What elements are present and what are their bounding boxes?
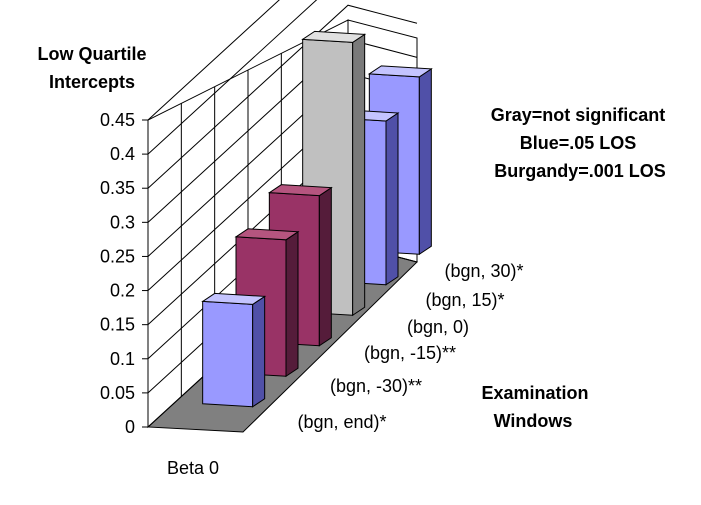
y-tick-label: 0 bbox=[125, 417, 135, 437]
bar-0 bbox=[201, 292, 267, 408]
y-tick-label: 0.25 bbox=[100, 246, 135, 266]
bar-side bbox=[385, 112, 399, 286]
y-tick-label: 0.4 bbox=[110, 144, 135, 164]
category-label: (bgn, 30)* bbox=[444, 261, 523, 281]
significance-note-gray: Gray=not significant bbox=[491, 105, 666, 125]
y-tick-label: 0.15 bbox=[100, 315, 135, 335]
y-tick-label: 0.35 bbox=[100, 178, 135, 198]
category-labels: (bgn, end)* (bgn, -30)** (bgn, -15)** (bgn,… bbox=[297, 261, 523, 432]
y-axis-title-line2: Intercepts bbox=[49, 72, 135, 92]
y-tick-label: 0.05 bbox=[100, 383, 135, 403]
significance-note-burgundy: Burgandy=.001 LOS bbox=[494, 161, 666, 181]
y-tick-label: 0.3 bbox=[110, 212, 135, 232]
bar-front bbox=[202, 300, 254, 408]
significance-note-blue: Blue=.05 LOS bbox=[520, 133, 637, 153]
category-label: (bgn, 15)* bbox=[425, 290, 504, 310]
y-axis-title-line1: Low Quartile bbox=[37, 44, 146, 64]
depth-axis-title-line1: Examination bbox=[481, 383, 588, 403]
category-label: (bgn, 0) bbox=[407, 317, 469, 337]
y-tick-label: 0.45 bbox=[100, 110, 135, 130]
bar-top bbox=[201, 292, 267, 305]
category-label: (bgn, end)* bbox=[297, 412, 386, 432]
y-tick-labels: 0 0.05 0.1 0.15 0.2 0.25 0.3 0.35 0.4 0.45 bbox=[100, 110, 135, 437]
y-tick-label: 0.2 bbox=[110, 281, 135, 301]
chart-bars bbox=[201, 30, 433, 408]
category-label: (bgn, -15)** bbox=[364, 343, 456, 363]
x-axis-title: Beta 0 bbox=[167, 458, 219, 478]
depth-axis-title-line2: Windows bbox=[494, 411, 573, 431]
bar-top bbox=[267, 184, 333, 197]
bar-top bbox=[367, 65, 433, 78]
bar-side bbox=[352, 33, 366, 317]
y-tick-label: 0.1 bbox=[110, 349, 135, 369]
bar-side bbox=[318, 186, 332, 347]
bar-side bbox=[252, 295, 266, 408]
bar-side bbox=[418, 67, 432, 256]
bar-top bbox=[234, 228, 300, 241]
category-label: (bgn, -30)** bbox=[330, 376, 422, 396]
bar-side bbox=[285, 230, 299, 378]
gridline bbox=[147, 0, 280, 121]
bar-top bbox=[301, 30, 367, 43]
